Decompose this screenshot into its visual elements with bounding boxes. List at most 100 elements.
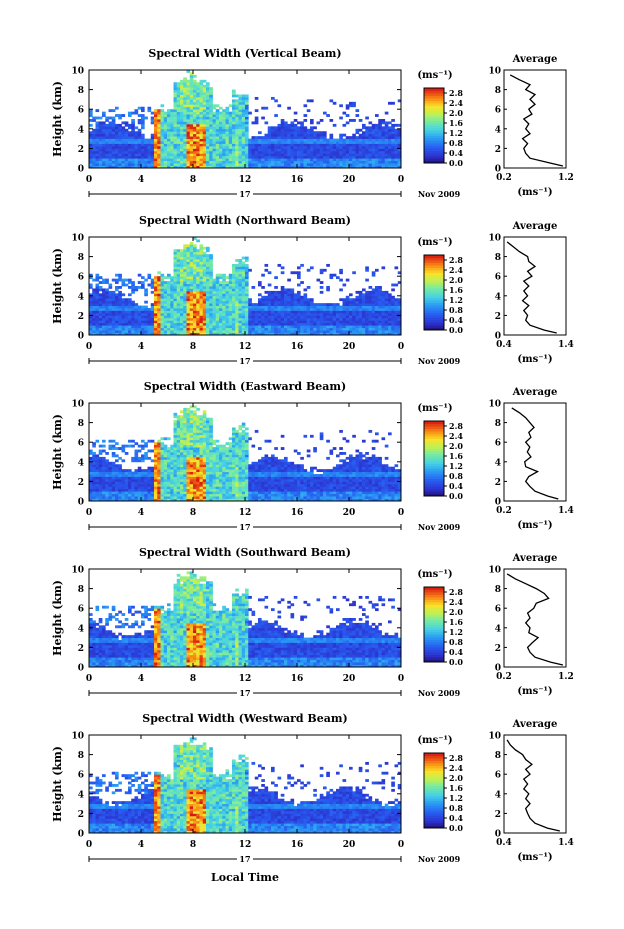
heatmap-cell xyxy=(215,148,220,152)
heatmap-cell xyxy=(391,303,395,306)
heatmap-cell xyxy=(371,298,376,302)
heatmap-cell xyxy=(209,158,213,162)
heatmap-cell xyxy=(92,322,96,326)
heatmap-cell xyxy=(150,312,155,316)
heatmap-cell xyxy=(313,155,317,159)
heatmap-cell xyxy=(199,89,204,93)
heatmap-cell xyxy=(245,303,249,306)
heatmap-cell xyxy=(157,452,161,455)
heatmap-cell xyxy=(186,121,191,125)
heatmap-cell xyxy=(111,163,116,166)
heatmap-cell xyxy=(176,320,181,324)
heatmap-cell xyxy=(297,303,301,306)
heatmap-cell xyxy=(293,293,298,297)
heatmap-cell xyxy=(124,298,129,302)
heatmap-cell xyxy=(248,165,252,169)
average-y-tick-label: 10 xyxy=(488,234,501,244)
heatmap-cell xyxy=(154,488,158,492)
heatmap-cell xyxy=(241,111,246,115)
heatmap-cell xyxy=(284,300,288,304)
heatmap-cell xyxy=(206,94,210,98)
heatmap-cell xyxy=(310,99,314,103)
heatmap-cell xyxy=(355,128,360,132)
heatmap-cell xyxy=(329,160,334,164)
heatmap-cell xyxy=(222,276,226,280)
heatmap-cell xyxy=(232,128,236,132)
heatmap-cell xyxy=(241,308,246,311)
heatmap-cell xyxy=(180,259,184,262)
heatmap-cell xyxy=(238,109,243,113)
heatmap-cell xyxy=(297,332,301,336)
heatmap-cell xyxy=(345,163,350,166)
heatmap-cell xyxy=(124,283,129,287)
heatmap-cell xyxy=(378,126,382,130)
heatmap-cell xyxy=(274,136,278,139)
heatmap-cell xyxy=(209,320,213,324)
heatmap-cell xyxy=(254,136,259,139)
heatmap-cell xyxy=(319,145,324,149)
heatmap-cell xyxy=(336,310,340,314)
heatmap-cell xyxy=(225,128,230,132)
heatmap-cell xyxy=(121,150,126,154)
heatmap-cell xyxy=(355,330,360,333)
heatmap-cell xyxy=(183,322,187,326)
heatmap-cell xyxy=(176,123,181,127)
heatmap-cell xyxy=(375,325,379,329)
heatmap-cell xyxy=(238,332,243,336)
heatmap-cell xyxy=(235,109,239,113)
heatmap-cell xyxy=(264,155,269,159)
heatmap-cell xyxy=(319,305,324,309)
heatmap-cell xyxy=(384,133,389,137)
heatmap-cell xyxy=(160,327,165,331)
heatmap-cell xyxy=(141,444,145,448)
heatmap-cell xyxy=(267,330,272,333)
heatmap-cell xyxy=(121,312,126,316)
heatmap-cell xyxy=(163,286,168,289)
heatmap-cell xyxy=(293,165,298,169)
heatmap-cell xyxy=(180,327,184,331)
heatmap-cell xyxy=(323,332,327,336)
heatmap-cell xyxy=(180,116,184,120)
heatmap-cell xyxy=(384,163,389,166)
heatmap-cell xyxy=(391,131,395,135)
colorbar-segment xyxy=(424,125,444,129)
heatmap-cell xyxy=(176,454,181,458)
heatmap-cell xyxy=(228,290,233,294)
heatmap-cell xyxy=(141,160,145,164)
heatmap-cell xyxy=(352,158,356,162)
heatmap-cell xyxy=(160,488,165,492)
heatmap-cell xyxy=(222,150,226,154)
heatmap-cell xyxy=(183,119,187,122)
heatmap-cell xyxy=(134,312,139,316)
heatmap-cell xyxy=(215,273,220,277)
heatmap-cell xyxy=(92,456,96,460)
heatmap-cell xyxy=(154,143,158,147)
heatmap-cell xyxy=(206,278,210,282)
average-y-tick-label: 8 xyxy=(495,253,501,263)
heatmap-cell xyxy=(170,114,174,117)
colorbar-segment xyxy=(424,113,444,116)
heatmap-cell xyxy=(176,138,181,142)
heatmap-cell xyxy=(121,136,126,139)
heatmap-cell xyxy=(108,143,113,147)
heatmap-cell xyxy=(323,153,327,157)
heatmap-cell xyxy=(326,158,330,162)
heatmap-cell xyxy=(219,136,223,139)
heatmap-cell xyxy=(102,469,106,472)
heatmap-cell xyxy=(108,464,113,468)
heatmap-cell xyxy=(173,412,178,416)
date-month-label: Nov 2009 xyxy=(418,356,461,366)
heatmap-cell xyxy=(232,153,236,157)
heatmap-cell xyxy=(167,491,171,495)
colorbar-tick-label: 1.6 xyxy=(449,118,463,128)
heatmap-cell xyxy=(358,136,363,139)
heatmap-cell xyxy=(368,286,373,289)
heatmap-cell xyxy=(329,143,334,147)
heatmap-cell xyxy=(267,136,272,139)
heatmap-cell xyxy=(228,278,233,282)
heatmap-cell xyxy=(206,121,210,125)
heatmap-cell xyxy=(264,325,269,329)
heatmap-cell xyxy=(89,481,93,485)
heatmap-cell xyxy=(206,276,210,280)
heatmap-cell xyxy=(199,286,204,289)
